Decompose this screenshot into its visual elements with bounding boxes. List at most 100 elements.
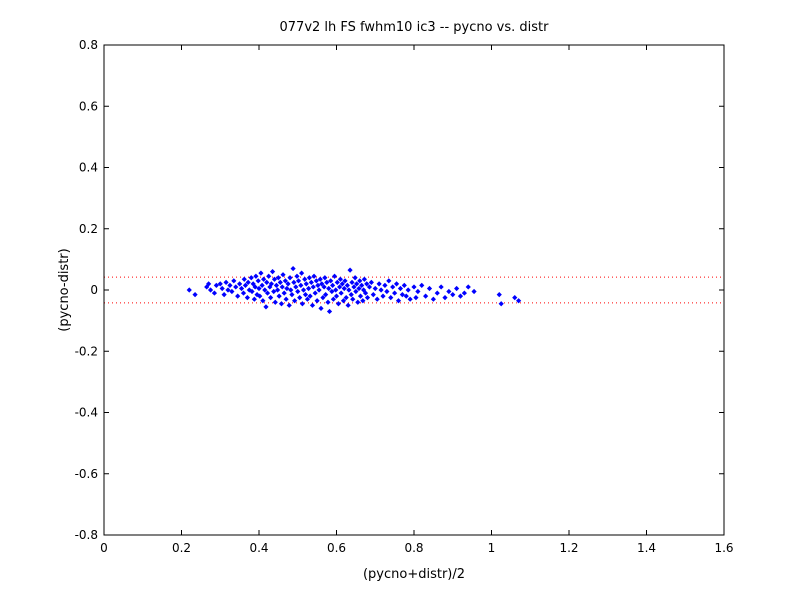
data-point (240, 290, 247, 296)
data-point (221, 291, 227, 298)
data-point (268, 295, 274, 301)
data-point (231, 278, 237, 284)
data-point (350, 296, 356, 302)
data-point (423, 293, 429, 299)
data-point (330, 282, 336, 289)
data-point (360, 298, 366, 304)
y-axis-ticks: -0.8 -0.6 -0.4 -0.2 0 0.2 0.4 0.6 0.8 (75, 38, 724, 542)
data-point (324, 279, 330, 285)
data-point (454, 285, 460, 292)
data-point (227, 282, 233, 289)
data-point (438, 284, 444, 290)
data-point (295, 288, 301, 295)
data-point (312, 290, 318, 296)
data-point (306, 275, 312, 281)
data-point (370, 291, 376, 298)
data-point (411, 284, 417, 290)
data-point (330, 296, 336, 302)
x-tick-label: 0.6 (327, 541, 346, 555)
data-point (273, 282, 280, 289)
data-point (309, 302, 316, 308)
data-point (322, 275, 328, 281)
data-point (401, 282, 407, 289)
y-axis-label: (pycno-distr) (57, 248, 72, 331)
data-point (261, 276, 267, 282)
data-point (364, 281, 370, 287)
data-point (206, 281, 212, 287)
data-point (465, 284, 471, 290)
data-point (288, 287, 294, 293)
data-point (361, 276, 367, 282)
data-point (376, 281, 382, 287)
data-point (314, 298, 320, 304)
data-point (238, 285, 245, 292)
data-point (192, 291, 198, 298)
data-point (293, 284, 299, 290)
data-point (311, 273, 317, 279)
x-axis-ticks: 0 0.2 0.4 0.6 0.8 1 1.2 1.4 1.6 (100, 45, 734, 555)
data-point (450, 291, 456, 298)
data-point (341, 285, 347, 292)
data-point (374, 296, 380, 302)
data-point (397, 285, 404, 292)
data-point (329, 288, 335, 295)
data-point (323, 291, 329, 298)
data-point (313, 278, 319, 284)
data-point (255, 278, 261, 284)
data-point (292, 298, 298, 304)
x-tick-label: 0 (100, 541, 108, 555)
data-point (405, 287, 411, 293)
data-point (211, 290, 218, 296)
data-point (413, 295, 419, 301)
data-point (306, 285, 312, 292)
y-tick-label: 0.6 (79, 99, 98, 113)
data-point (269, 269, 276, 275)
data-point (392, 290, 398, 296)
data-point (461, 290, 467, 296)
data-point (331, 273, 338, 279)
data-point (278, 301, 285, 307)
data-point (315, 282, 321, 289)
data-point (237, 281, 243, 287)
data-point (289, 291, 295, 298)
data-point (317, 276, 323, 282)
data-point (268, 281, 274, 287)
data-point (245, 279, 251, 285)
data-points (186, 265, 522, 315)
data-point (290, 265, 296, 272)
data-point (307, 293, 313, 299)
y-tick-label: -0.4 (75, 406, 98, 420)
data-point (285, 281, 291, 287)
data-point (303, 281, 309, 287)
data-point (347, 267, 353, 273)
data-point (294, 273, 300, 279)
data-point (354, 281, 360, 287)
data-point (282, 278, 288, 284)
data-point (253, 273, 259, 279)
data-point (395, 298, 402, 304)
data-point (276, 293, 282, 299)
data-point (300, 287, 307, 293)
data-point (426, 285, 433, 292)
data-point (351, 284, 357, 290)
data-point (343, 295, 349, 301)
data-point (386, 278, 392, 284)
data-point (304, 296, 311, 302)
data-point (283, 296, 289, 302)
y-tick-label: 0.4 (79, 161, 98, 175)
data-point (339, 281, 345, 287)
data-point (384, 288, 390, 295)
data-point (277, 279, 283, 285)
data-point (298, 282, 304, 289)
data-point (340, 298, 347, 304)
data-point (281, 290, 287, 296)
data-point (308, 279, 314, 285)
data-point (403, 293, 409, 299)
data-point (348, 291, 354, 298)
data-point (217, 281, 223, 287)
data-point (272, 299, 278, 305)
data-point (242, 282, 249, 289)
data-point (299, 270, 305, 276)
data-point (186, 287, 192, 293)
data-point (446, 288, 452, 295)
